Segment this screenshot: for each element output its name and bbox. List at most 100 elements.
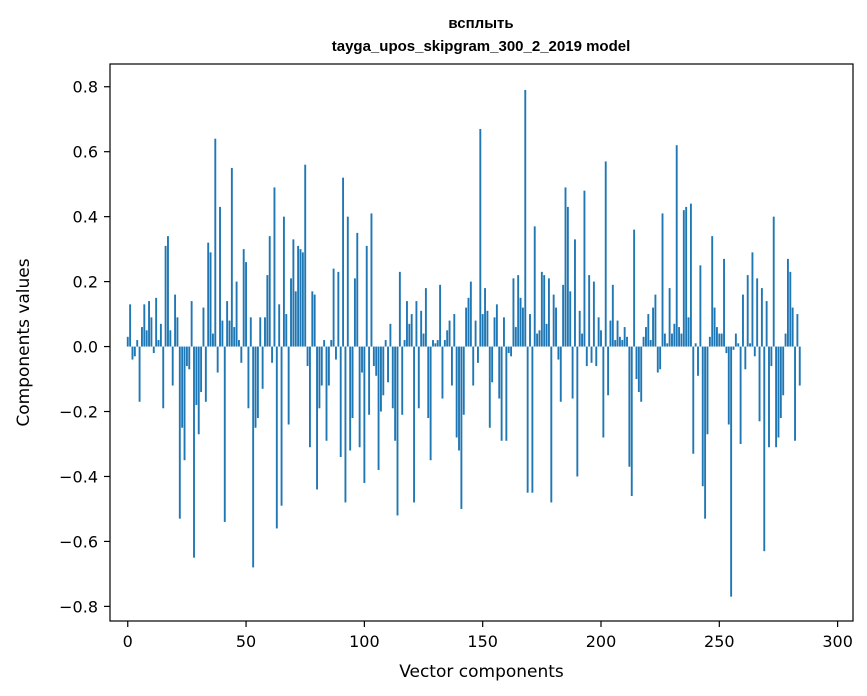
bar: [732, 346, 735, 350]
bar: [363, 346, 366, 483]
bar: [403, 340, 406, 347]
bar: [786, 258, 789, 347]
bar: [401, 346, 404, 415]
x-tick-label: 250: [704, 632, 735, 651]
x-axis-label: Vector components: [399, 662, 564, 682]
bar: [252, 346, 255, 568]
bar: [420, 310, 423, 347]
bar: [131, 346, 134, 360]
bar: [753, 346, 756, 357]
y-tick-label: −0.2: [59, 403, 98, 422]
bar: [391, 346, 394, 409]
bar: [417, 346, 420, 409]
bar: [621, 340, 624, 347]
bar: [524, 89, 527, 347]
bar: [491, 346, 494, 383]
bar: [616, 320, 619, 347]
bar: [358, 346, 361, 448]
bar: [259, 317, 262, 347]
bar: [320, 346, 323, 386]
bar: [346, 216, 349, 347]
bar: [268, 236, 271, 347]
bar: [190, 301, 193, 347]
bar: [680, 333, 683, 347]
bar: [763, 346, 766, 552]
bar: [330, 340, 333, 347]
bar: [782, 346, 785, 396]
bar: [697, 346, 699, 376]
bar: [309, 346, 311, 448]
bar: [327, 346, 330, 386]
bar: [775, 346, 778, 448]
bar: [751, 252, 754, 347]
bar: [325, 346, 328, 441]
y-tick-label: 0.8: [73, 78, 98, 97]
bar: [772, 216, 775, 347]
bar: [557, 346, 560, 360]
bar: [384, 340, 387, 347]
bar: [240, 346, 243, 363]
bar: [209, 252, 212, 347]
bar: [604, 161, 607, 347]
bar: [538, 330, 541, 347]
bars-group: [126, 89, 801, 597]
bar: [197, 346, 200, 435]
bar: [410, 314, 413, 347]
bar: [368, 346, 371, 415]
bar: [652, 307, 654, 347]
x-axis-ticks: 0 50 100 150 200 250 300: [123, 621, 853, 651]
bar: [356, 232, 359, 347]
bar: [536, 333, 539, 347]
bar: [663, 333, 666, 347]
bar: [727, 346, 730, 425]
bar: [682, 210, 685, 347]
bar: [133, 346, 136, 357]
bar: [500, 346, 503, 441]
x-tick-label: 300: [822, 632, 853, 651]
bar: [592, 281, 595, 347]
bar: [715, 327, 718, 347]
bar: [432, 340, 434, 347]
bar: [517, 275, 520, 347]
bar: [642, 336, 645, 347]
bar: [214, 138, 217, 347]
bar: [427, 346, 430, 419]
bar: [687, 317, 690, 347]
bar: [254, 346, 257, 428]
bar: [145, 330, 148, 347]
bar: [273, 187, 276, 347]
bar: [207, 242, 210, 347]
bar: [271, 346, 274, 363]
bar: [242, 249, 245, 347]
bar: [370, 213, 373, 347]
bar: [200, 346, 203, 393]
bar: [394, 346, 397, 441]
bar: [193, 346, 195, 558]
bar: [387, 346, 389, 383]
bar: [342, 177, 345, 347]
bar: [353, 278, 356, 347]
bar: [216, 346, 219, 373]
bar: [266, 275, 269, 347]
bar: [361, 346, 363, 373]
bar: [633, 229, 636, 347]
bar: [415, 301, 418, 347]
bar: [249, 317, 252, 347]
bar: [211, 333, 214, 347]
bar: [718, 333, 721, 347]
bar: [547, 278, 550, 347]
y-axis-ticks: −0.8 −0.6 −0.4 −0.2 0.0 0.2 0.4 0.6 0.8: [59, 78, 110, 616]
bar: [223, 346, 226, 522]
bar: [129, 304, 132, 347]
bar: [379, 346, 382, 412]
bar: [176, 317, 179, 347]
bar: [389, 323, 392, 347]
y-axis-label: Components values: [14, 258, 34, 426]
bar: [626, 336, 628, 347]
bar: [794, 346, 796, 441]
bar: [488, 346, 491, 428]
bar: [290, 278, 292, 347]
bar: [796, 314, 799, 347]
bar: [398, 271, 401, 347]
bar: [758, 346, 761, 422]
